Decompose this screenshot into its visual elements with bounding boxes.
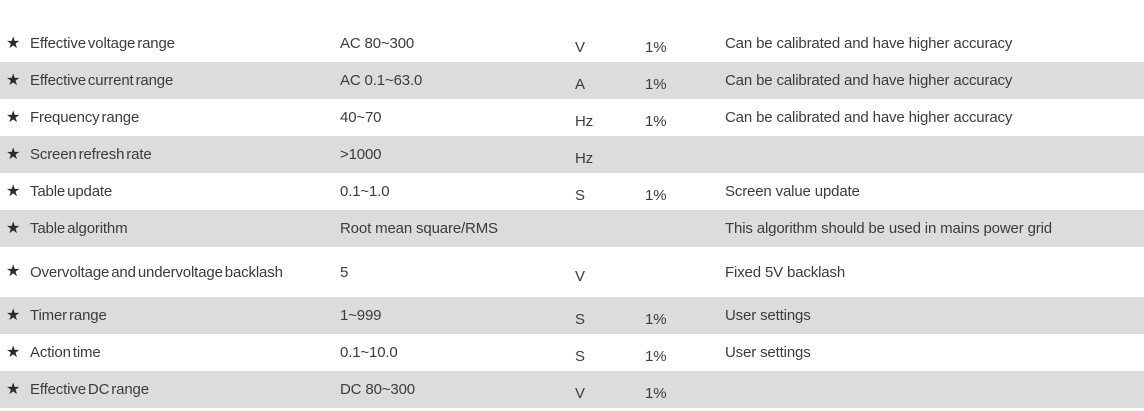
spec-name: Overvoltage and undervoltage backlash xyxy=(30,263,283,281)
table-row: ★ Effective DC range DC 80~300 V 1% xyxy=(0,371,1144,408)
table-row: ★ Frequency range 40~70 Hz 1% Can be cal… xyxy=(0,99,1144,136)
spec-name: Table update xyxy=(30,183,113,200)
table-row: ★ Effective current range AC 0.1~63.0 A … xyxy=(0,62,1144,99)
spec-value: 40~70 xyxy=(340,109,382,126)
spec-value: 0.1~1.0 xyxy=(340,183,390,200)
spec-name: Action time xyxy=(30,344,101,361)
spec-unit: S xyxy=(575,311,585,328)
table-row: ★ Effective voltage range AC 80~300 V 1%… xyxy=(0,25,1144,62)
spec-unit: A xyxy=(575,76,585,93)
spec-name: Effective voltage range xyxy=(30,35,175,52)
spec-unit: Hz xyxy=(575,113,594,130)
spec-description: Can be calibrated and have higher accura… xyxy=(725,72,1013,89)
spec-value: Root mean square/RMS xyxy=(340,220,498,237)
spec-name: Timer range xyxy=(30,307,107,324)
spec-name: Table algorithm xyxy=(30,220,128,237)
star-icon: ★ xyxy=(6,145,21,163)
spec-name: Effective DC range xyxy=(30,381,149,398)
spec-description: Fixed 5V backlash xyxy=(725,263,846,281)
star-icon: ★ xyxy=(6,306,21,324)
spec-unit: S xyxy=(575,348,585,365)
spec-value: AC 0.1~63.0 xyxy=(340,72,423,89)
star-icon: ★ xyxy=(6,263,21,280)
spec-name: Frequency range xyxy=(30,109,140,126)
spec-description: User settings xyxy=(725,307,811,324)
spec-tolerance: 1% xyxy=(645,311,667,328)
spec-value: 0.1~10.0 xyxy=(340,344,398,361)
star-icon: ★ xyxy=(6,71,21,89)
spec-unit: V xyxy=(575,385,585,402)
spec-tolerance: 1% xyxy=(645,348,667,365)
table-row: ★ Action time 0.1~10.0 S 1% User setting… xyxy=(0,334,1144,371)
spec-value: DC 80~300 xyxy=(340,381,415,398)
spec-tolerance: 1% xyxy=(645,113,667,130)
spec-name: Screen refresh rate xyxy=(30,146,152,163)
star-icon: ★ xyxy=(6,380,21,398)
table-row: ★ Overvoltage and undervoltage backlash … xyxy=(0,247,1144,297)
spec-tolerance: 1% xyxy=(645,39,667,56)
spec-value: AC 80~300 xyxy=(340,35,415,52)
spec-description: This algorithm should be used in mains p… xyxy=(725,220,1052,237)
spec-description: Can be calibrated and have higher accura… xyxy=(725,35,1013,52)
spec-value: 5 xyxy=(340,263,349,281)
spec-tolerance: 1% xyxy=(645,187,667,204)
spec-tolerance: 1% xyxy=(645,385,667,402)
table-row: ★ Table update 0.1~1.0 S 1% Screen value… xyxy=(0,173,1144,210)
specification-table: ★ Effective voltage range AC 80~300 V 1%… xyxy=(0,25,1144,408)
spec-unit: V xyxy=(575,39,585,56)
star-icon: ★ xyxy=(6,182,21,200)
spec-value: 1~999 xyxy=(340,307,382,324)
star-icon: ★ xyxy=(6,219,21,237)
star-icon: ★ xyxy=(6,343,21,361)
spec-value: >1000 xyxy=(340,146,382,163)
star-icon: ★ xyxy=(6,34,21,52)
table-row: ★ Table algorithm Root mean square/RMS T… xyxy=(0,210,1144,247)
spec-unit: S xyxy=(575,187,585,204)
spec-description: Screen value update xyxy=(725,183,860,200)
table-row: ★ Screen refresh rate >1000 Hz xyxy=(0,136,1144,173)
table-row: ★ Timer range 1~999 S 1% User settings xyxy=(0,297,1144,334)
star-icon: ★ xyxy=(6,108,21,126)
spec-tolerance: 1% xyxy=(645,76,667,93)
spec-unit: Hz xyxy=(575,150,594,167)
spec-name: Effective current range xyxy=(30,72,174,89)
spec-description: Can be calibrated and have higher accura… xyxy=(725,109,1013,126)
spec-description: User settings xyxy=(725,344,811,361)
spec-unit: V xyxy=(575,267,585,285)
